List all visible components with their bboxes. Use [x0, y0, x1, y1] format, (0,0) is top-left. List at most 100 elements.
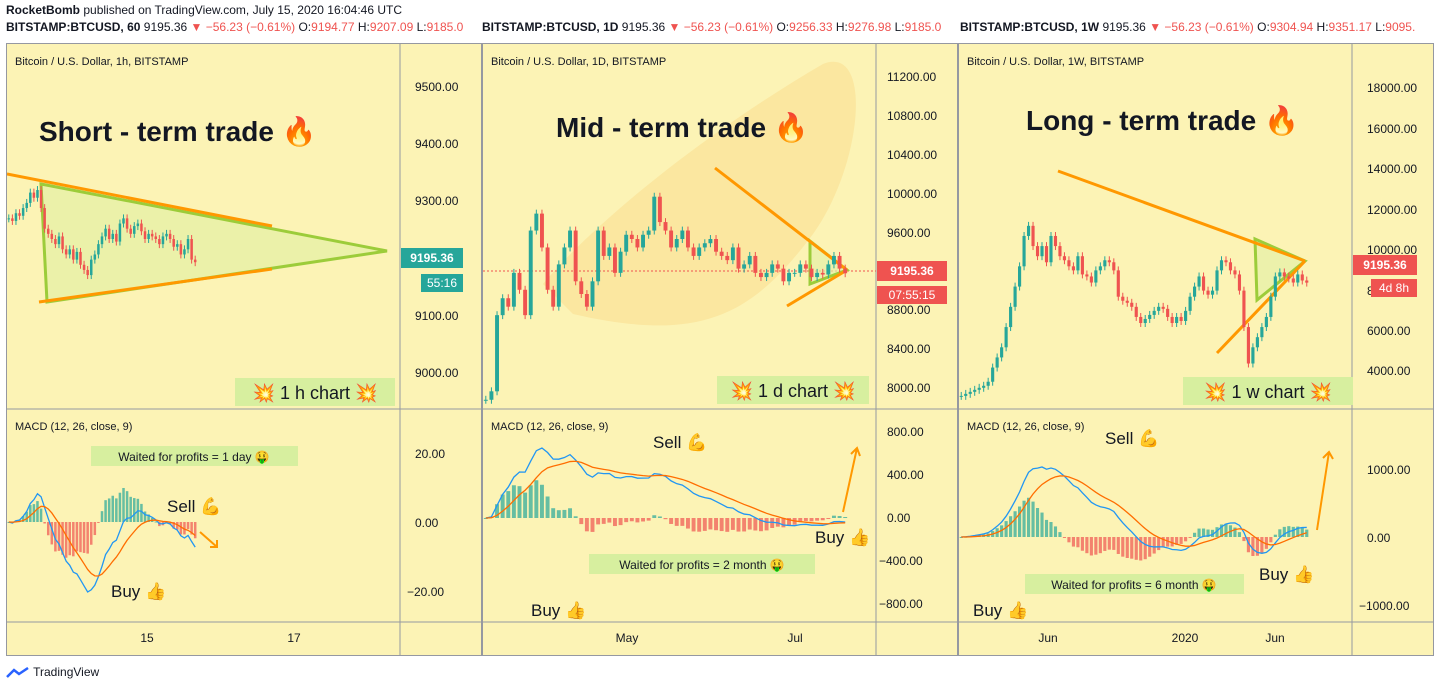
candle-body: [107, 228, 111, 239]
macd-histogram-bar: [517, 486, 522, 518]
countdown-text: 07:55:15: [889, 288, 936, 302]
candle-body: [93, 254, 97, 260]
macd-histogram-bar: [111, 495, 115, 522]
candle-body: [115, 233, 118, 242]
macd-histogram-bar: [25, 511, 28, 522]
macd-histogram-bar: [1116, 537, 1120, 554]
time-tick: Jun: [1038, 631, 1057, 645]
price-tick: 11200.00: [887, 70, 936, 84]
macd-tick: 0.00: [415, 516, 439, 530]
candle-body: [787, 272, 792, 282]
chart-label-box: [717, 376, 869, 404]
macd-histogram-bar: [1143, 537, 1147, 560]
price-tick: 9400.00: [415, 137, 459, 151]
chart-1d-svg[interactable]: Bitcoin / U.S. Dollar, 1D, BITSTAMP Mid …: [483, 44, 958, 656]
tradingview-footer[interactable]: TradingView: [6, 665, 99, 679]
sell-label: Sell 💪: [167, 496, 221, 516]
macd-histogram-bar: [685, 518, 690, 529]
chart-title: Long - term trade 🔥: [1026, 104, 1299, 137]
candle-body: [68, 249, 71, 255]
macd-histogram-bar: [702, 518, 707, 531]
macd-histogram-bar: [1076, 537, 1080, 548]
macd-histogram-bar: [1080, 537, 1084, 551]
macd-histogram-bar: [1121, 537, 1125, 557]
macd-histogram-bar: [646, 518, 651, 521]
candle-body: [54, 239, 57, 245]
macd-histogram-bar: [43, 522, 46, 524]
macd-histogram-bar: [663, 518, 668, 520]
macd-histogram-bar: [1067, 537, 1071, 543]
chart-label-box: [1183, 377, 1353, 405]
chart-panel-1w[interactable]: Bitcoin / U.S. Dollar, 1W, BITSTAMP Long…: [958, 43, 1434, 656]
ticker-price: 9195.36: [143, 20, 188, 34]
macd-line: [961, 466, 1307, 554]
candle-body: [646, 230, 651, 235]
candle-body: [1193, 286, 1197, 297]
series-legend: Bitcoin / U.S. Dollar, 1h, BITSTAMP: [15, 56, 188, 68]
price-tick: 10400.00: [887, 148, 937, 162]
macd-histogram-bar: [506, 491, 511, 518]
macd-histogram-bar: [1085, 537, 1089, 554]
macd-histogram-bar: [1201, 528, 1206, 537]
candle-body: [183, 249, 186, 255]
chart-label: 💥 1 h chart 💥: [253, 382, 378, 404]
candle-body: [1009, 306, 1013, 328]
sell-label: Sell 💪: [1105, 428, 1159, 448]
series-legend: Bitcoin / U.S. Dollar, 1W, BITSTAMP: [967, 56, 1144, 68]
sell-label: Sell 💪: [653, 432, 707, 452]
chart-panel-1d[interactable]: Bitcoin / U.S. Dollar, 1D, BITSTAMP Mid …: [482, 43, 958, 656]
candle-body: [1237, 274, 1242, 291]
macd-histogram-bar: [107, 498, 111, 522]
chart-1w-svg[interactable]: Bitcoin / U.S. Dollar, 1W, BITSTAMP Long…: [959, 44, 1434, 656]
candle-body: [596, 230, 601, 282]
candle-body: [1094, 270, 1098, 283]
ticker-low: 9185.0: [426, 20, 464, 34]
ticker-high: 9276.98: [847, 20, 892, 34]
candle-body: [843, 268, 848, 274]
price-badge-text: 9195.36: [890, 264, 934, 278]
macd-histogram-bar: [1089, 537, 1093, 556]
candle-body: [82, 264, 86, 270]
macd-histogram-bar: [36, 501, 39, 522]
candle-body: [489, 391, 494, 400]
candle-body: [669, 230, 674, 248]
macd-line: [485, 447, 846, 527]
candle-body: [959, 395, 963, 397]
macd-histogram-bar: [680, 518, 685, 526]
chart-panel-1h[interactable]: Bitcoin / U.S. Dollar, 1h, BITSTAMP Shor…: [6, 43, 482, 656]
macd-histogram-bar: [1237, 532, 1242, 537]
macd-histogram-bar: [697, 518, 702, 532]
candles: [959, 221, 1309, 400]
candle-body: [133, 226, 136, 234]
candle-body: [629, 234, 634, 239]
ticker-change: ▼ −56.23 (−0.61%): [190, 20, 296, 34]
macd-histogram-bar: [534, 480, 539, 518]
author-name[interactable]: RocketBomb: [6, 3, 81, 17]
macd-histogram-bar: [1044, 519, 1049, 537]
macd-histogram-bar: [1210, 529, 1215, 537]
macd-histogram-bar: [1018, 506, 1022, 537]
macd-histogram-bar: [122, 487, 125, 522]
candle-body: [75, 251, 79, 260]
macd-histogram-bar: [1013, 511, 1017, 537]
candle-body: [158, 239, 161, 245]
candle-body: [973, 389, 977, 392]
macd-histogram-bar: [172, 522, 175, 529]
price-badge-text: 9195.36: [410, 251, 454, 265]
macd-histogram-bar: [1296, 526, 1300, 537]
price-badge: [401, 248, 463, 268]
profit-note: Waited for profits = 2 month 🤑: [619, 558, 785, 572]
candle-body: [39, 190, 43, 209]
candle-body: [1018, 266, 1022, 287]
macd-histogram-bar: [747, 518, 752, 530]
macd-histogram-bar: [770, 518, 775, 528]
candle-body: [657, 196, 662, 223]
ticker-open: 9194.77: [311, 20, 355, 34]
chart-1h-svg[interactable]: Bitcoin / U.S. Dollar, 1h, BITSTAMP Shor…: [7, 44, 482, 656]
candle-body: [1206, 290, 1210, 295]
macd-histogram-bar: [115, 498, 118, 522]
macd-histogram-bar: [635, 518, 640, 523]
macd-histogram-bar: [511, 485, 516, 518]
time-tick: Jul: [787, 631, 802, 645]
macd-histogram-bar: [652, 515, 657, 518]
